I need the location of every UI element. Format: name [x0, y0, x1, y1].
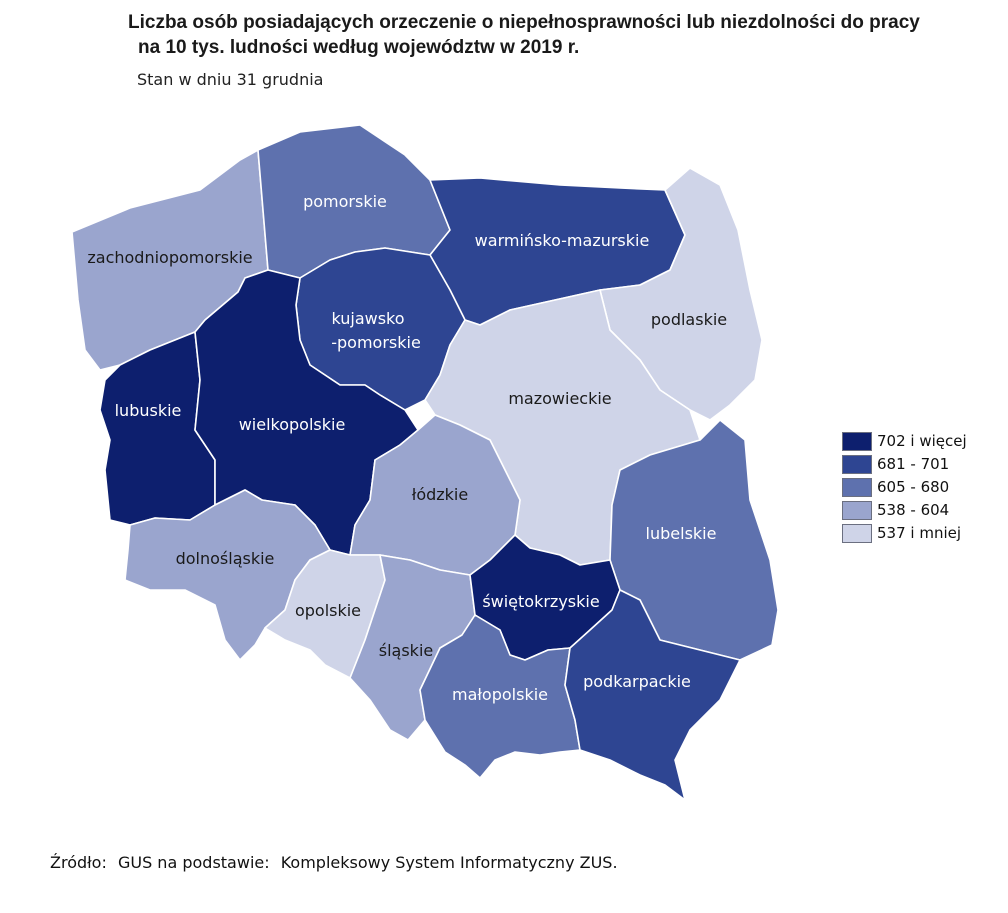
map-legend: 702 i więcej 681 - 701 605 - 680 538 - 6…	[842, 430, 967, 545]
label-dolnoslaskie: dolnośląskie	[176, 549, 275, 568]
title-line-2: na 10 tys. ludności według województw w …	[138, 37, 580, 58]
region-podlaskie[interactable]	[599, 167, 763, 421]
label-swietokrzyskie: świętokrzyskie	[482, 592, 599, 611]
label-wielkopolskie: wielkopolskie	[239, 415, 346, 434]
region-podkarpackie[interactable]	[564, 589, 741, 801]
legend-label: 537 i mniej	[877, 524, 962, 542]
legend-item: 537 i mniej	[842, 522, 967, 544]
source-name: Kompleksowy System Informatyczny ZUS.	[280, 853, 618, 872]
source-prefix: Źródło:	[50, 853, 107, 872]
map-subtitle: Stan w dniu 31 grudnia	[137, 70, 324, 89]
legend-swatch	[842, 477, 872, 497]
label-lubuskie: lubuskie	[115, 401, 182, 420]
source-middle: GUS na podstawie:	[117, 853, 270, 872]
label-lodzkie: łódzkie	[412, 485, 468, 504]
title-line-1: Liczba osób posiadających orzeczenie o n…	[128, 12, 920, 33]
legend-label: 605 - 680	[877, 478, 950, 496]
label-slaskie: śląskie	[379, 641, 433, 660]
legend-swatch	[842, 500, 872, 520]
legend-swatch	[842, 454, 872, 474]
label-mazowieckie: mazowieckie	[508, 389, 611, 408]
legend-item: 681 - 701	[842, 453, 967, 475]
legend-label: 681 - 701	[877, 455, 950, 473]
label-kujawsko-line2: -pomorskie	[331, 333, 421, 352]
label-zachodniopomorskie: zachodniopomorskie	[87, 248, 252, 267]
label-opolskie: opolskie	[295, 601, 361, 620]
legend-item: 605 - 680	[842, 476, 967, 498]
legend-swatch	[842, 431, 872, 451]
label-podkarpackie: podkarpackie	[583, 672, 691, 691]
label-podlaskie: podlaskie	[651, 310, 727, 329]
label-lubelskie: lubelskie	[646, 524, 717, 543]
source-note: Źródło: GUS na podstawie: Kompleksowy Sy…	[50, 853, 624, 872]
legend-item: 702 i więcej	[842, 430, 967, 452]
region-labels: zachodniopomorskie pomorskie warmińsko-m…	[87, 192, 727, 704]
label-pomorskie: pomorskie	[303, 192, 387, 211]
label-malopolskie: małopolskie	[452, 685, 548, 704]
map-title: Liczba osób posiadających orzeczenie o n…	[128, 10, 988, 60]
label-kujawsko-line1: kujawsko	[331, 309, 404, 328]
legend-item: 538 - 604	[842, 499, 967, 521]
label-warminsko-mazurskie: warmińsko-mazurskie	[475, 231, 650, 250]
legend-label: 538 - 604	[877, 501, 950, 519]
legend-label: 702 i więcej	[877, 432, 967, 450]
legend-swatch	[842, 523, 872, 543]
